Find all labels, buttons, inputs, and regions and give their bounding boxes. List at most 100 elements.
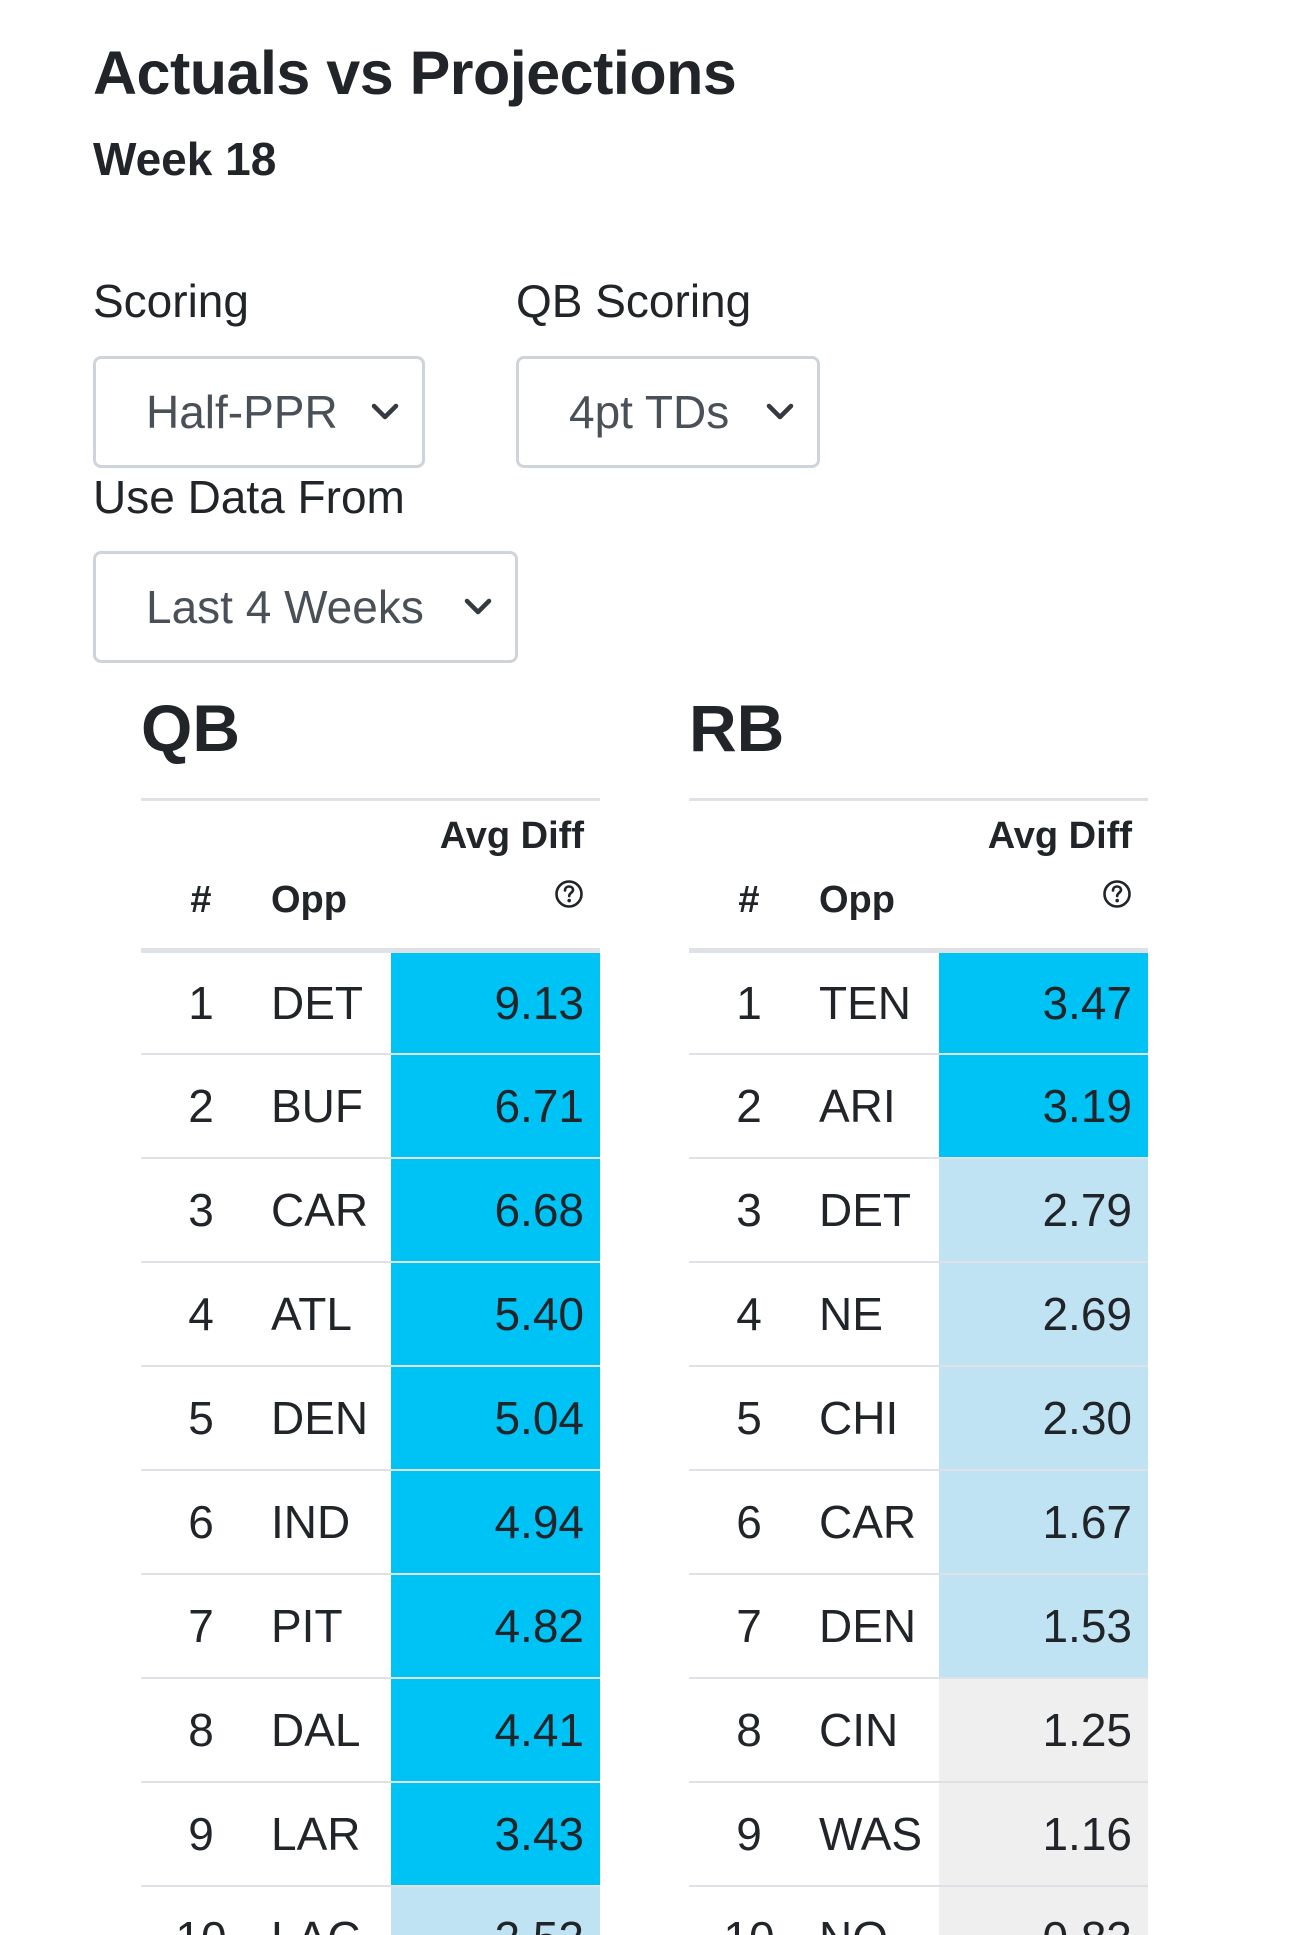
avg-diff-cell: 1.67 <box>939 1470 1148 1575</box>
page-subtitle: Week 18 <box>93 133 277 185</box>
rank-cell: 6 <box>141 1470 261 1575</box>
qb-section-title: QB <box>141 691 240 765</box>
data-from-label: Use Data From <box>93 471 405 523</box>
opponent-cell: CAR <box>261 1158 391 1263</box>
avg-diff-cell: 4.82 <box>391 1574 600 1679</box>
rank-cell: 3 <box>141 1158 261 1263</box>
rb-section-divider <box>689 798 1148 801</box>
rank-cell: 7 <box>689 1574 809 1679</box>
question-circle-icon[interactable] <box>1102 879 1132 909</box>
scoring-select[interactable]: Half-PPR <box>93 356 425 468</box>
rb-section-title: RB <box>689 691 785 765</box>
table-row: 10LAC2.52 <box>141 1886 600 1935</box>
table-row: 6 IND 4.94 <box>141 1470 600 1575</box>
opponent-cell: LAR <box>261 1782 391 1887</box>
avg-diff-cell: 5.04 <box>391 1366 600 1471</box>
qb-scoring-select[interactable]: 4pt TDs <box>516 356 820 468</box>
table-row: 2 BUF 6.71 <box>141 1054 600 1159</box>
opponent-cell: DET <box>809 1158 939 1263</box>
table-row: 5 CHI 2.30 <box>689 1366 1148 1471</box>
opp-column-header[interactable]: Opp <box>261 802 391 953</box>
opponent-cell: CAR <box>809 1470 939 1575</box>
scoring-label: Scoring <box>93 275 249 327</box>
rank-cell: 1 <box>141 950 261 1055</box>
qb-section-divider <box>141 798 600 801</box>
table-row: 1 TEN 3.47 <box>689 950 1148 1055</box>
opponent-cell: TEN <box>809 950 939 1055</box>
avg-diff-cell: 6.71 <box>391 1054 600 1159</box>
table-row: 4 ATL 5.40 <box>141 1262 600 1367</box>
avg-diff-cell: 3.19 <box>939 1054 1148 1159</box>
rank-cell: 6 <box>689 1470 809 1575</box>
table-row: 7 DEN 1.53 <box>689 1574 1148 1679</box>
qb-table: # Opp Avg Diff 1 DET 9.13 2 BUF 6.71 3 CAR 6.68 4… <box>141 802 600 1935</box>
opponent-cell: IND <box>261 1470 391 1575</box>
avg-diff-cell: 1.16 <box>939 1782 1148 1887</box>
opponent-cell: PIT <box>261 1574 391 1679</box>
table-row: 2 ARI 3.19 <box>689 1054 1148 1159</box>
table-row: 9 WAS 1.16 <box>689 1782 1148 1887</box>
opponent-cell: NE <box>809 1262 939 1367</box>
rank-cell: 9 <box>689 1782 809 1887</box>
avg-diff-column-header[interactable]: Avg Diff <box>391 802 600 953</box>
opponent-cell: DAL <box>261 1678 391 1783</box>
avg-diff-cell: 0.83 <box>939 1886 1148 1935</box>
chevron-down-icon <box>766 403 794 420</box>
avg-diff-cell: 2.69 <box>939 1262 1148 1367</box>
rank-cell: 2 <box>141 1054 261 1159</box>
opponent-cell: BUF <box>261 1054 391 1159</box>
table-row: 6 CAR 1.67 <box>689 1470 1148 1575</box>
qb-scoring-label: QB Scoring <box>516 275 752 327</box>
avg-diff-cell: 2.79 <box>939 1158 1148 1263</box>
opponent-cell: ATL <box>261 1262 391 1367</box>
table-row: 10NO0.83 <box>689 1886 1148 1935</box>
avg-diff-cell: 9.13 <box>391 950 600 1055</box>
rank-cell: 8 <box>689 1678 809 1783</box>
avg-diff-header-label: Avg Diff <box>987 814 1132 857</box>
question-circle-icon[interactable] <box>554 879 584 909</box>
avg-diff-cell: 4.41 <box>391 1678 600 1783</box>
data-from-select-value: Last 4 Weeks <box>146 581 424 633</box>
rank-cell: 4 <box>689 1262 809 1367</box>
rank-column-header[interactable]: # <box>689 802 809 953</box>
rank-cell: 4 <box>141 1262 261 1367</box>
avg-diff-cell: 4.94 <box>391 1470 600 1575</box>
table-row: 3 CAR 6.68 <box>141 1158 600 1263</box>
avg-diff-cell: 2.52 <box>391 1886 600 1935</box>
data-from-select[interactable]: Last 4 Weeks <box>93 551 518 663</box>
rank-cell: 1 <box>689 950 809 1055</box>
opp-column-header[interactable]: Opp <box>809 802 939 953</box>
table-row: 9 LAR 3.43 <box>141 1782 600 1887</box>
rank-column-header[interactable]: # <box>141 802 261 953</box>
opponent-cell: CIN <box>809 1678 939 1783</box>
table-row: 7 PIT 4.82 <box>141 1574 600 1679</box>
rank-cell: 5 <box>141 1366 261 1471</box>
rb-table: # Opp Avg Diff 1 TEN 3.47 2 ARI 3.19 3 DET 2.79 4… <box>689 802 1148 1935</box>
table-row: 8 DAL 4.41 <box>141 1678 600 1783</box>
qb-scoring-select-value: 4pt TDs <box>569 386 730 438</box>
avg-diff-cell: 5.40 <box>391 1262 600 1367</box>
table-row: 8 CIN 1.25 <box>689 1678 1148 1783</box>
avg-diff-cell: 3.47 <box>939 950 1148 1055</box>
avg-diff-cell: 6.68 <box>391 1158 600 1263</box>
avg-diff-header-label: Avg Diff <box>439 814 584 857</box>
rank-cell: 8 <box>141 1678 261 1783</box>
avg-diff-cell: 2.30 <box>939 1366 1148 1471</box>
chevron-down-icon <box>371 403 399 420</box>
opponent-cell: LAC <box>261 1886 391 1935</box>
table-row: 4 NE 2.69 <box>689 1262 1148 1367</box>
table-row: 3 DET 2.79 <box>689 1158 1148 1263</box>
rank-cell: 2 <box>689 1054 809 1159</box>
rb-table-header-row: # Opp Avg Diff <box>689 802 1148 953</box>
rank-cell: 10 <box>689 1886 809 1935</box>
scoring-select-value: Half-PPR <box>146 386 338 438</box>
table-row: 1 DET 9.13 <box>141 950 600 1055</box>
table-row: 5 DEN 5.04 <box>141 1366 600 1471</box>
avg-diff-column-header[interactable]: Avg Diff <box>939 802 1148 953</box>
page-title: Actuals vs Projections <box>93 39 737 107</box>
qb-table-header-row: # Opp Avg Diff <box>141 802 600 953</box>
opponent-cell: DEN <box>809 1574 939 1679</box>
opponent-cell: CHI <box>809 1366 939 1471</box>
rank-cell: 3 <box>689 1158 809 1263</box>
opponent-cell: NO <box>809 1886 939 1935</box>
